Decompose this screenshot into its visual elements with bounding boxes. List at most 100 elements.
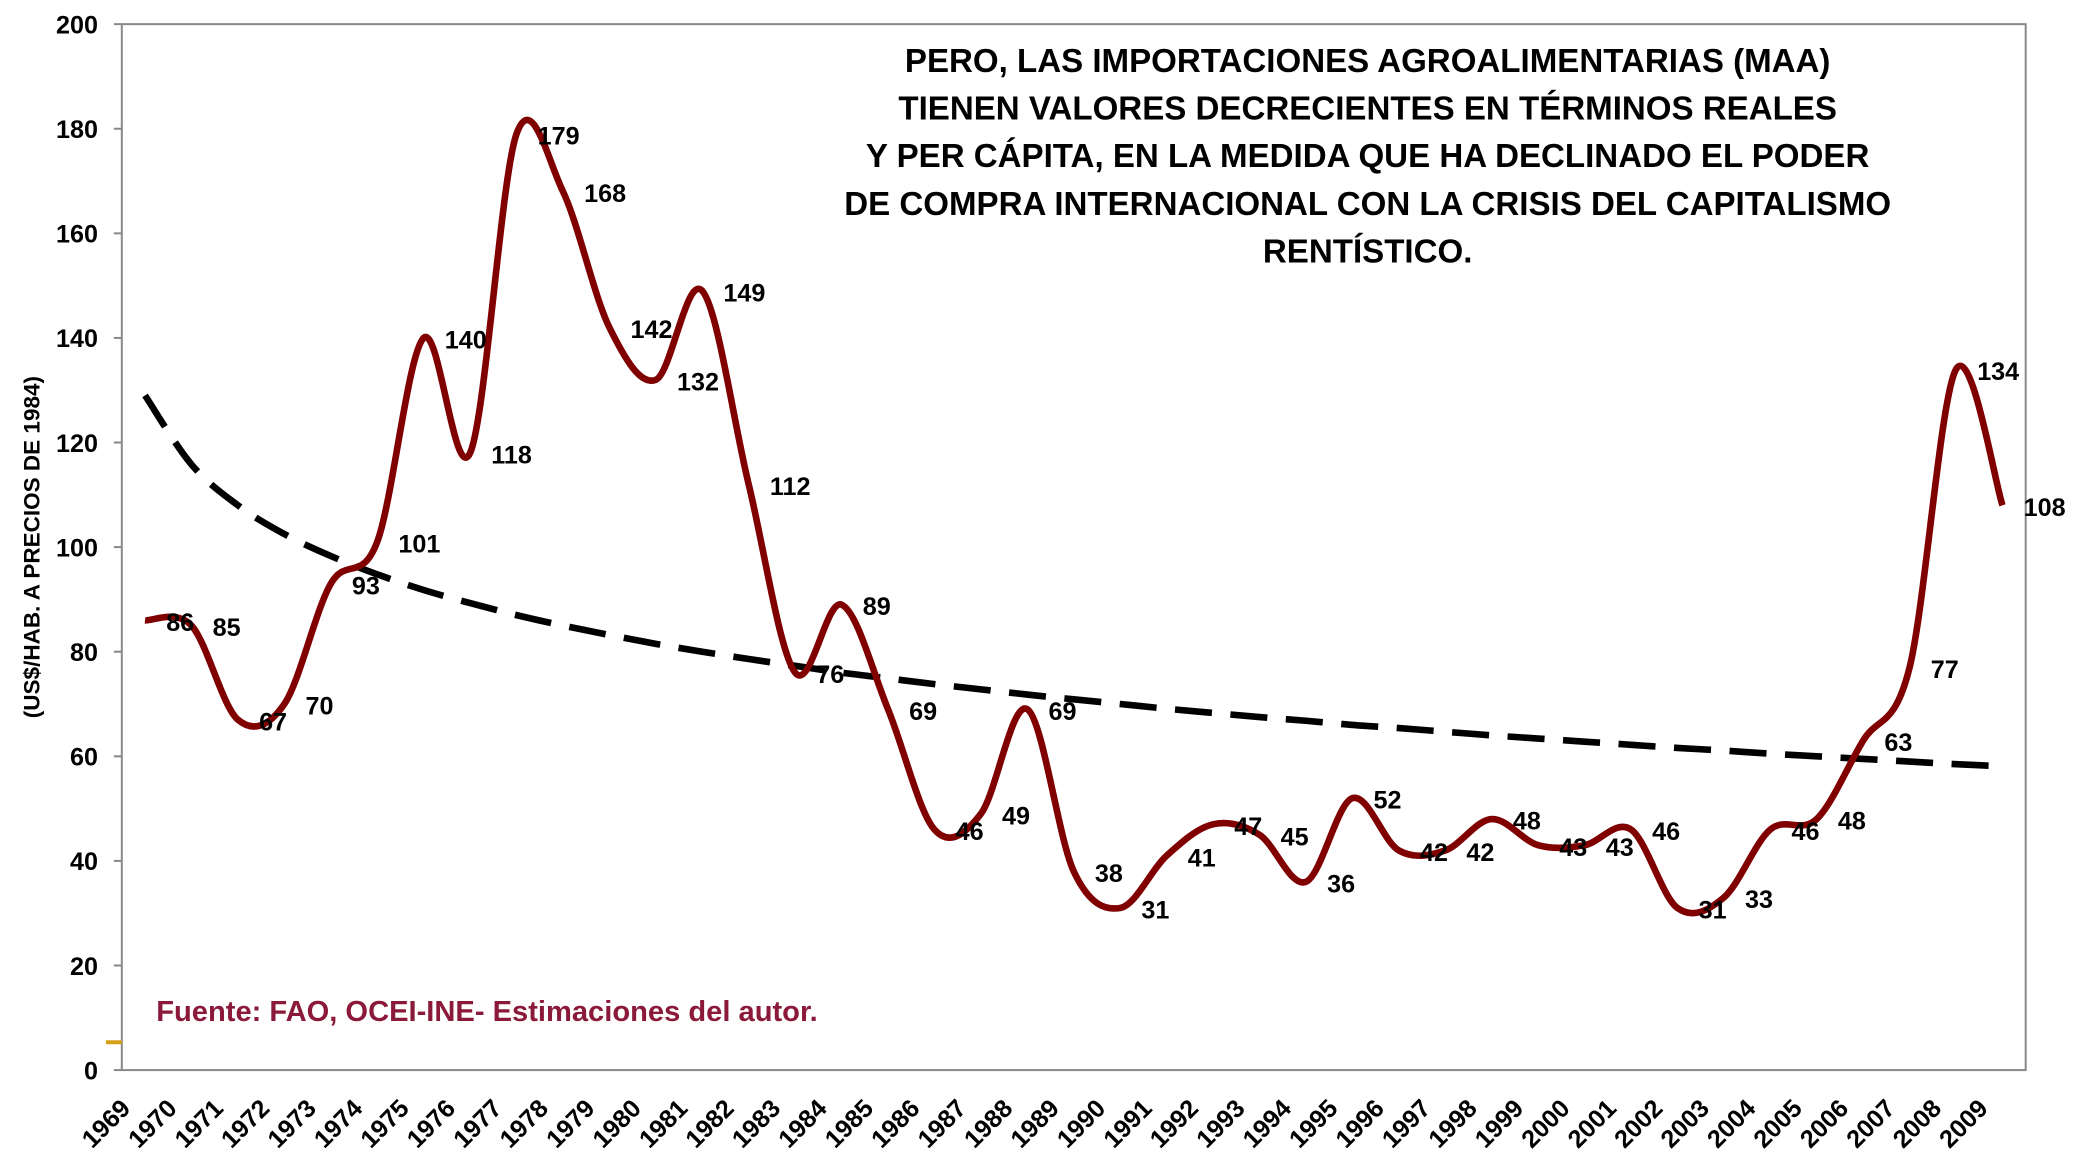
x-tick-label: 1997 — [1377, 1094, 1436, 1153]
trend-line — [142, 393, 2003, 770]
x-tick-label: 2006 — [1795, 1094, 1854, 1153]
data-label: 46 — [1652, 818, 1680, 846]
y-tick-label: 0 — [84, 1057, 98, 1085]
x-tick-label: 1969 — [77, 1094, 136, 1153]
data-label: 41 — [1188, 844, 1216, 872]
x-tick-label: 1973 — [262, 1094, 321, 1153]
x-tick-label: 1987 — [913, 1094, 972, 1153]
data-label: 63 — [1884, 729, 1912, 757]
data-label: 134 — [1977, 358, 2019, 386]
data-label: 43 — [1606, 834, 1634, 862]
chart-title: TIENEN VALORES DECRECIENTES EN TÉRMINOS … — [898, 89, 1837, 127]
chart-title: Y PER CÁPITA, EN LA MEDIDA QUE HA DECLIN… — [866, 137, 1870, 175]
x-tick-label: 1971 — [170, 1094, 229, 1153]
x-tick-label: 2003 — [1656, 1094, 1715, 1153]
x-tick-label: 1983 — [727, 1094, 786, 1153]
data-label: 101 — [398, 530, 440, 558]
data-label: 86 — [166, 609, 194, 637]
data-label: 42 — [1420, 839, 1448, 867]
source-note: Fuente: FAO, OCEI-INE- Estimaciones del … — [156, 996, 818, 1028]
x-tick-label: 2002 — [1609, 1094, 1668, 1153]
title-block: PERO, LAS IMPORTACIONES AGROALIMENTARIAS… — [844, 43, 1891, 271]
data-label: 108 — [2024, 494, 2066, 522]
y-tick-label: 80 — [70, 639, 98, 667]
x-tick-label: 2007 — [1841, 1094, 1900, 1153]
data-label: 118 — [491, 442, 532, 470]
chart-title: PERO, LAS IMPORTACIONES AGROALIMENTARIAS… — [905, 43, 1831, 80]
data-label: 149 — [723, 279, 765, 307]
x-tick-label: 1996 — [1330, 1094, 1389, 1153]
y-tick-label: 100 — [56, 534, 98, 562]
x-tick-label: 1978 — [495, 1094, 554, 1153]
data-label: 69 — [909, 698, 937, 726]
x-tick-label: 1980 — [587, 1094, 646, 1153]
data-label: 142 — [631, 316, 673, 344]
data-label: 70 — [306, 693, 334, 721]
chart-title: DE COMPRA INTERNACIONAL CON LA CRISIS DE… — [844, 186, 1891, 223]
x-tick-label: 1994 — [1238, 1094, 1297, 1153]
y-tick-label: 60 — [70, 744, 98, 772]
x-tick-label: 1981 — [634, 1094, 693, 1153]
x-tick-label: 1985 — [820, 1094, 879, 1153]
data-label: 48 — [1838, 808, 1866, 836]
x-tick-label: 1989 — [1005, 1094, 1064, 1153]
y-axis-label: (US$/HAB. A PRECIOS DE 1984) — [20, 376, 45, 718]
data-label: 31 — [1141, 897, 1169, 925]
chart-title: RENTÍSTICO. — [1263, 232, 1473, 270]
data-label: 38 — [1095, 860, 1123, 888]
data-label: 132 — [677, 368, 719, 396]
x-tick-label: 2008 — [1888, 1094, 1947, 1153]
data-label: 46 — [1791, 818, 1819, 846]
data-label: 77 — [1931, 656, 1959, 684]
x-tick-label: 2001 — [1563, 1094, 1622, 1153]
y-tick-label: 200 — [56, 11, 98, 39]
x-tick-label: 1999 — [1470, 1094, 1529, 1153]
data-label: 43 — [1559, 834, 1587, 862]
data-label: 45 — [1281, 823, 1309, 851]
data-label: 67 — [259, 708, 287, 736]
y-tick-label: 20 — [70, 953, 98, 981]
x-tick-label: 2004 — [1702, 1094, 1761, 1153]
data-label: 179 — [538, 123, 580, 151]
data-label: 49 — [1002, 802, 1030, 830]
x-tick-label: 2000 — [1516, 1094, 1575, 1153]
x-tick-label: 1986 — [866, 1094, 925, 1153]
data-label: 48 — [1513, 808, 1541, 836]
x-tick-label: 1988 — [959, 1094, 1018, 1153]
data-label: 47 — [1234, 813, 1262, 841]
x-tick-label: 1974 — [309, 1094, 368, 1153]
data-label: 112 — [770, 473, 811, 501]
data-label: 33 — [1745, 886, 1773, 914]
data-label: 93 — [352, 572, 380, 600]
data-label: 76 — [816, 661, 844, 689]
data-label: 168 — [584, 180, 626, 208]
data-label: 140 — [445, 327, 487, 355]
x-tick-label: 2009 — [1934, 1094, 1993, 1153]
x-tick-label: 1992 — [1145, 1094, 1204, 1153]
data-label: 42 — [1466, 839, 1494, 867]
data-label: 89 — [863, 593, 891, 621]
data-label: 69 — [1048, 698, 1076, 726]
x-tick-label: 1970 — [123, 1094, 182, 1153]
y-tick-label: 160 — [56, 221, 98, 249]
x-tick-label: 1990 — [1052, 1094, 1111, 1153]
x-tick-label: 1984 — [773, 1094, 832, 1153]
data-label: 36 — [1327, 870, 1355, 898]
x-tick-label: 2005 — [1748, 1094, 1807, 1153]
x-tick-label: 1975 — [355, 1094, 414, 1153]
y-tick-label: 140 — [56, 325, 98, 353]
x-tick-label: 1977 — [448, 1094, 507, 1153]
y-tick-label: 120 — [56, 430, 98, 458]
y-tick-label: 180 — [56, 116, 98, 144]
x-tick-label: 1998 — [1423, 1094, 1482, 1153]
data-label: 31 — [1699, 897, 1727, 925]
x-tick-label: 1972 — [216, 1094, 275, 1153]
x-tick-label: 1976 — [402, 1094, 461, 1153]
data-label: 52 — [1374, 787, 1402, 815]
x-tick-label: 1995 — [1284, 1094, 1343, 1153]
data-label: 85 — [213, 614, 241, 642]
x-tick-label: 1979 — [541, 1094, 600, 1153]
data-label: 46 — [956, 818, 984, 846]
y-tick-label: 40 — [70, 848, 98, 876]
